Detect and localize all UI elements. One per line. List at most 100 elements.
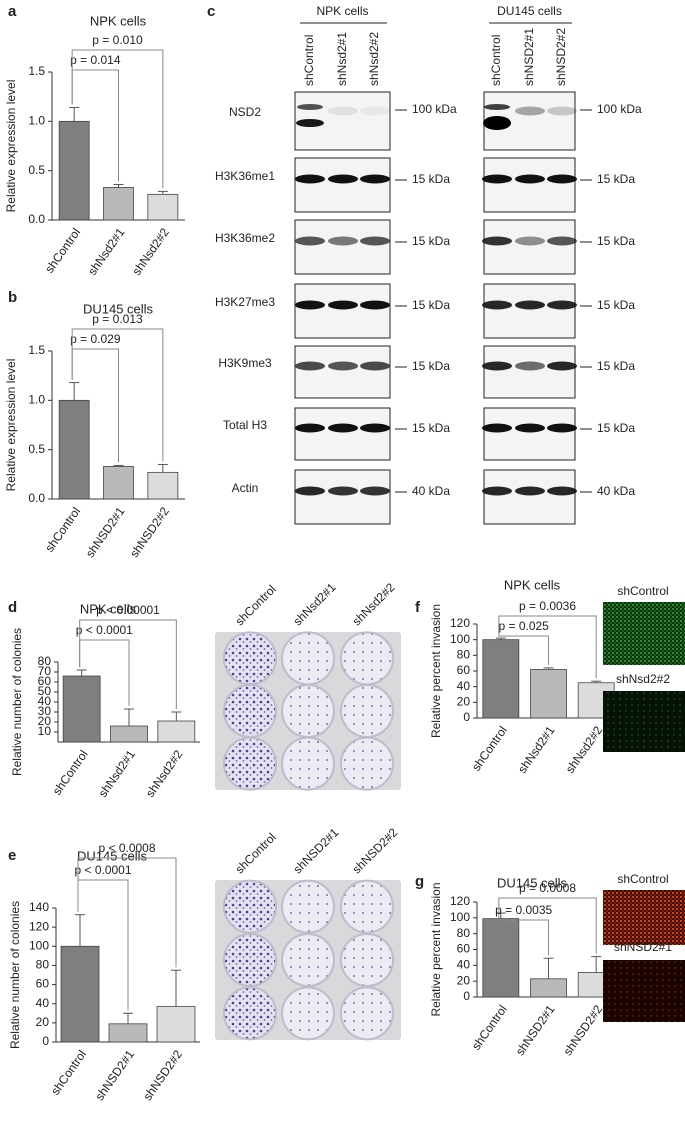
significance-bracket xyxy=(79,619,177,709)
blot-band xyxy=(547,174,577,184)
marker-label: 15 kDa xyxy=(597,234,635,248)
plate-lane-label: shNsd2#1 xyxy=(290,580,338,628)
bar xyxy=(530,978,567,998)
colony-well xyxy=(340,684,394,738)
blot-band xyxy=(328,423,358,433)
image-label: shNSD2#1 xyxy=(614,940,672,954)
marker-label: 15 kDa xyxy=(412,234,450,248)
blot-band xyxy=(295,423,325,433)
colony-well xyxy=(281,684,335,738)
marker-label: 15 kDa xyxy=(597,172,635,186)
p-value-annotation: p < 0.0008 xyxy=(98,841,155,855)
invasion-image xyxy=(603,960,685,1022)
blot-band xyxy=(547,300,577,310)
blot-band xyxy=(547,106,577,116)
p-value-annotation: p = 0.013 xyxy=(92,312,143,326)
blot-row-label: H3K27me3 xyxy=(215,295,275,309)
blot-band xyxy=(515,486,545,496)
blot-row-label: H3K36me2 xyxy=(215,231,275,245)
bar xyxy=(482,639,520,719)
p-value-annotation: p = 0.029 xyxy=(70,332,121,346)
y-tick-label: 70 xyxy=(38,664,52,678)
plate-lane-label: shControl xyxy=(232,830,278,876)
blot-frame xyxy=(294,219,391,275)
x-tick-label: shControl xyxy=(469,1003,510,1053)
bar xyxy=(58,120,90,221)
colony-well xyxy=(281,879,335,934)
significance-bracket xyxy=(71,49,164,189)
chart-title: DU145 cells xyxy=(77,848,148,863)
panel-letter: d xyxy=(8,599,17,616)
y-axis-label: Relative percent invasion xyxy=(429,882,443,1016)
y-tick-label: 120 xyxy=(29,919,49,933)
marker-label: 100 kDa xyxy=(597,102,642,116)
error-bar xyxy=(495,637,506,640)
x-tick-label: shNSD2#1 xyxy=(513,1002,558,1058)
error-bar xyxy=(69,382,80,401)
x-tick-label: shNSD2#2 xyxy=(140,1047,185,1103)
blot-band xyxy=(328,236,358,246)
error-bar xyxy=(171,969,181,1007)
bar xyxy=(103,187,134,221)
bar xyxy=(147,471,179,500)
blot-band xyxy=(515,300,545,310)
significance-bracket xyxy=(71,328,164,462)
error-bar xyxy=(157,463,168,473)
x-tick-label: shNsd2#1 xyxy=(85,225,128,278)
y-tick-label: 1.0 xyxy=(28,114,45,128)
y-tick-label: 60 xyxy=(38,674,52,688)
blot-band xyxy=(482,236,512,246)
x-tick-label: shNsd2#1 xyxy=(96,747,139,800)
colony-well xyxy=(340,736,394,791)
marker-label: 15 kDa xyxy=(412,298,450,312)
y-axis-label: Relative expression level xyxy=(4,80,18,213)
blot-group-title: DU145 cells xyxy=(497,4,562,18)
chart-title: NPK cells xyxy=(504,577,561,592)
colony-well xyxy=(223,879,277,934)
y-tick-label: 0.5 xyxy=(28,442,45,456)
p-value-annotation: p = 0.025 xyxy=(498,619,549,633)
p-value-annotation: p < 0.0001 xyxy=(76,623,133,637)
y-tick-label: 40 xyxy=(38,694,52,708)
marker-label: 15 kDa xyxy=(412,421,450,435)
blot-band xyxy=(547,361,577,371)
y-tick-label: 80 xyxy=(457,926,471,940)
y-tick-label: 0.0 xyxy=(28,212,45,226)
bar xyxy=(58,399,90,500)
lane-label: shNsd2#1 xyxy=(335,32,349,86)
blot-band xyxy=(482,486,512,496)
blot-band xyxy=(515,174,545,184)
blot-row-label: H3K36me1 xyxy=(215,169,275,183)
colony-well xyxy=(223,684,277,738)
y-tick-label: 100 xyxy=(450,910,470,924)
blot-group-title: NPK cells xyxy=(316,4,368,18)
y-tick-label: 0.5 xyxy=(28,163,45,177)
x-tick-label: shNsd2#2 xyxy=(563,723,606,776)
x-tick-label: shNsd2#2 xyxy=(143,747,186,800)
plate-lane-label: shNSD2#2 xyxy=(349,825,400,876)
blot-band xyxy=(482,423,512,433)
error-bar xyxy=(543,667,554,670)
blot-band xyxy=(295,174,325,184)
y-axis-label: Relative number of colonies xyxy=(8,901,22,1049)
y-tick-label: 120 xyxy=(450,894,470,908)
blot-band xyxy=(360,174,390,184)
x-tick-label: shControl xyxy=(50,748,91,798)
error-bar xyxy=(123,1012,133,1024)
error-bar xyxy=(591,956,602,973)
marker-label: 15 kDa xyxy=(597,359,635,373)
invasion-image xyxy=(603,602,685,665)
blot-band xyxy=(360,300,390,310)
x-tick-label: shNSD2#1 xyxy=(83,504,128,560)
blot-band xyxy=(484,104,510,110)
panel-letter: g xyxy=(415,873,424,890)
chart-title: NPK cells xyxy=(80,601,137,616)
blot-band xyxy=(482,300,512,310)
blot-band xyxy=(547,236,577,246)
p-value-annotation: p < 0.0001 xyxy=(74,863,131,877)
blot-band xyxy=(482,361,512,371)
marker-label: 40 kDa xyxy=(412,484,450,498)
error-bar xyxy=(69,107,80,122)
significance-bracket xyxy=(77,857,177,968)
blot-frame xyxy=(483,283,576,339)
